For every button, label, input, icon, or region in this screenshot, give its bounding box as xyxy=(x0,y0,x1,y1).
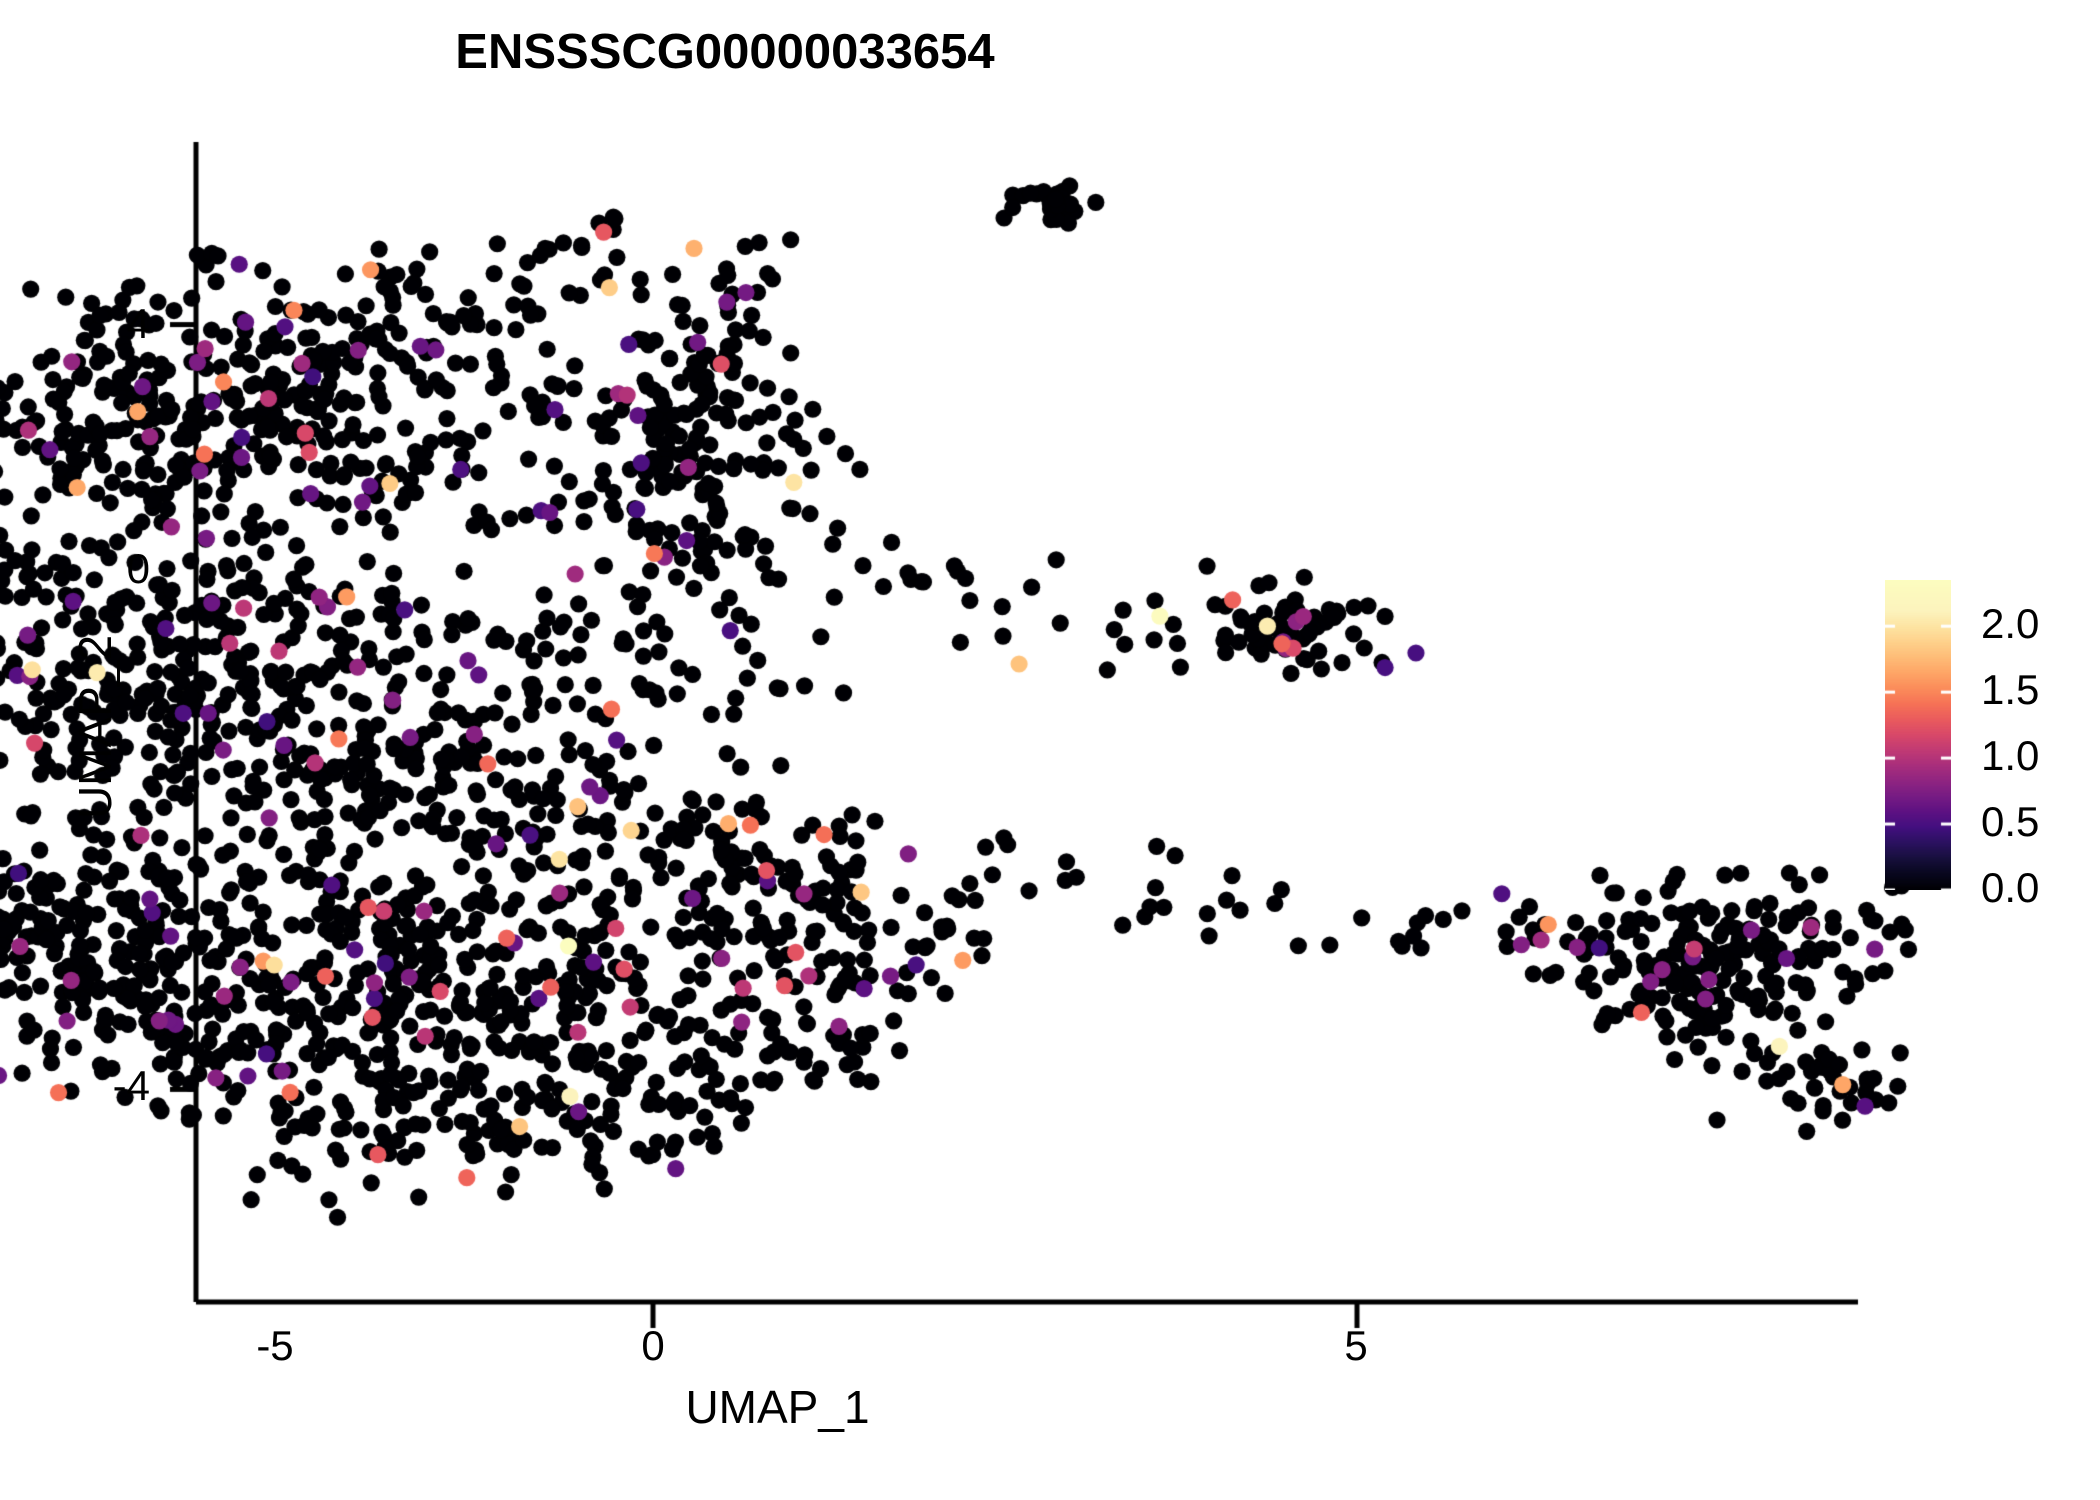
x-tick-label-neg5: -5 xyxy=(256,1322,294,1369)
y-tick-label-neg4: -4 xyxy=(112,1062,150,1109)
colorbar-tick-0-0: 0.0 xyxy=(1981,864,2040,911)
colorbar-tick-1-5: 1.5 xyxy=(1981,666,2040,714)
colorbar-tick-0-5: 0.5 xyxy=(1981,798,2040,846)
colorbar-tick-1-0: 1.0 xyxy=(1981,732,2040,780)
colorbar-gradient xyxy=(1885,580,1951,890)
x-axis-title: UMAP_1 xyxy=(685,1381,870,1433)
x-tick-label-5: 5 xyxy=(1344,1322,1368,1369)
x-tick-label-0: 0 xyxy=(641,1322,665,1369)
colorbar-tick-2-0: 2.0 xyxy=(1981,600,2040,648)
y-tick-label-0: 0 xyxy=(126,545,150,592)
y-tick-label-4: 4 xyxy=(126,300,150,347)
